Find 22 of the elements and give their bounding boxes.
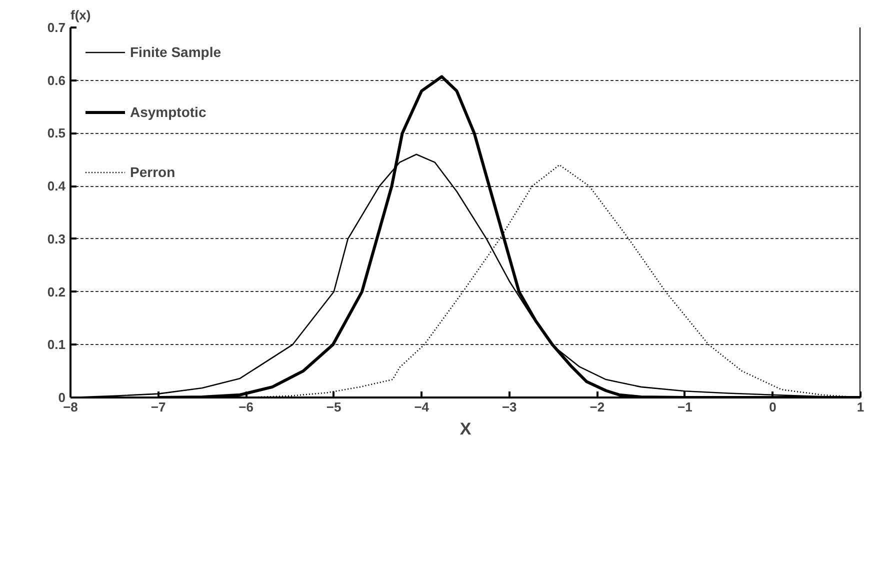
- x-tick-label: −4: [414, 400, 430, 414]
- y-tick-label: 0.5: [47, 126, 66, 141]
- y-tick-label: 0.6: [47, 72, 66, 88]
- legend-label: Asymptotic: [130, 104, 206, 120]
- y-tick-label: 0.1: [47, 337, 66, 352]
- legend-label: Finite Sample: [130, 44, 222, 60]
- y-tick-label: 0.4: [47, 178, 66, 194]
- x-tick-label: −2: [590, 400, 605, 414]
- y-tick-label: 0.2: [47, 284, 66, 300]
- x-axis-title: X: [460, 420, 472, 438]
- x-tick-label: −3: [502, 400, 517, 414]
- y-tick-label: 0.7: [47, 20, 66, 35]
- y-tick-label: 0.3: [47, 231, 66, 246]
- y-tick-label: 0: [58, 390, 66, 405]
- x-tick-label: −5: [326, 400, 342, 414]
- x-tick-label: 1: [856, 400, 864, 414]
- x-tick-label: 0: [769, 400, 776, 414]
- x-tick-label: −6: [238, 400, 254, 414]
- x-tick-label: −7: [150, 400, 166, 414]
- y-axis-title: f(x): [70, 8, 91, 22]
- x-tick-label: −1: [678, 400, 692, 414]
- legend-label: Perron: [130, 164, 176, 180]
